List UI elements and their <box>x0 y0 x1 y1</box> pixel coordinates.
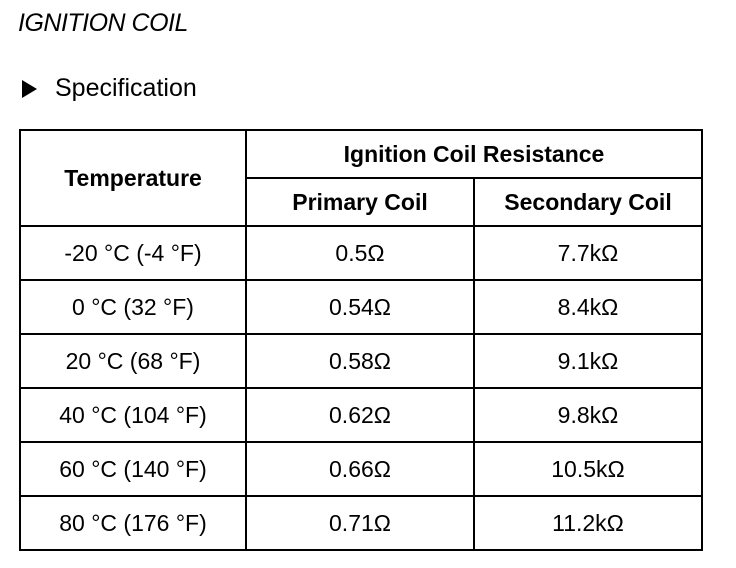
cell-secondary-resistance: 10.5kΩ <box>473 441 703 497</box>
document-title: IGNITION COIL <box>18 9 188 37</box>
table-row: 60 °C (140 °F) 0.66Ω 10.5kΩ <box>19 441 703 497</box>
resistance-spec-table: Temperature Ignition Coil Resistance Pri… <box>19 129 703 551</box>
cell-secondary-resistance: 8.4kΩ <box>473 279 703 335</box>
cell-temperature: -20 °C (-4 °F) <box>19 225 247 281</box>
table-header-row: Temperature Ignition Coil Resistance <box>19 129 703 227</box>
table-row: 20 °C (68 °F) 0.58Ω 9.1kΩ <box>19 333 703 389</box>
section-heading-label: Specification <box>55 74 197 102</box>
cell-primary-resistance: 0.58Ω <box>245 333 475 389</box>
table-row: 80 °C (176 °F) 0.71Ω 11.2kΩ <box>19 495 703 551</box>
cell-primary-resistance: 0.54Ω <box>245 279 475 335</box>
cell-temperature: 60 °C (140 °F) <box>19 441 247 497</box>
header-secondary-coil: Secondary Coil <box>473 177 703 227</box>
cell-primary-resistance: 0.62Ω <box>245 387 475 443</box>
cell-primary-resistance: 0.5Ω <box>245 225 475 281</box>
header-ignition-coil-resistance: Ignition Coil Resistance <box>245 129 703 179</box>
header-primary-coil: Primary Coil <box>245 177 475 227</box>
cell-secondary-resistance: 9.8kΩ <box>473 387 703 443</box>
cell-temperature: 40 °C (104 °F) <box>19 387 247 443</box>
cell-secondary-resistance: 11.2kΩ <box>473 495 703 551</box>
right-triangle-bullet-icon <box>22 79 37 98</box>
cell-secondary-resistance: 7.7kΩ <box>473 225 703 281</box>
cell-primary-resistance: 0.71Ω <box>245 495 475 551</box>
table-row: -20 °C (-4 °F) 0.5Ω 7.7kΩ <box>19 225 703 281</box>
table-row: 0 °C (32 °F) 0.54Ω 8.4kΩ <box>19 279 703 335</box>
header-temperature: Temperature <box>19 129 247 227</box>
cell-temperature: 20 °C (68 °F) <box>19 333 247 389</box>
cell-temperature: 0 °C (32 °F) <box>19 279 247 335</box>
table-row: 40 °C (104 °F) 0.62Ω 9.8kΩ <box>19 387 703 443</box>
section-heading: Specification <box>22 74 197 103</box>
table-subheader-row: Primary Coil Secondary Coil <box>20 177 703 227</box>
cell-temperature: 80 °C (176 °F) <box>19 495 247 551</box>
cell-secondary-resistance: 9.1kΩ <box>473 333 703 389</box>
cell-primary-resistance: 0.66Ω <box>245 441 475 497</box>
